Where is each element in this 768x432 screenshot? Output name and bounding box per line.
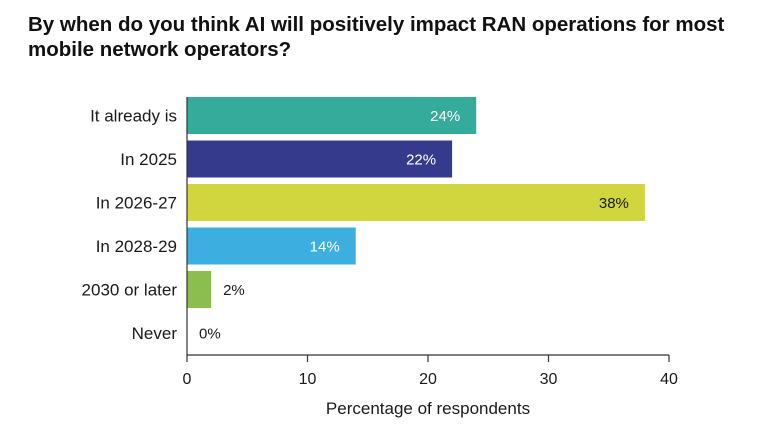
x-tick-label: 30: [540, 371, 558, 388]
bar: [187, 184, 645, 221]
data-label: 22%: [406, 152, 436, 169]
category-label: Never: [132, 324, 178, 343]
data-label: 2%: [223, 282, 245, 299]
data-label: 38%: [599, 195, 629, 212]
chart-title: By when do you think AI will positively …: [28, 13, 725, 61]
category-label: In 2025: [120, 150, 177, 169]
x-axis-title: Percentage of respondents: [326, 399, 530, 418]
x-tick-label: 40: [660, 371, 678, 388]
bar: [187, 271, 212, 308]
x-tick-label: 10: [299, 371, 317, 388]
bar: [187, 227, 356, 265]
data-label: 14%: [310, 239, 340, 256]
x-tick-label: 20: [419, 371, 437, 388]
category-label: 2030 or later: [82, 281, 178, 300]
category-label: It already is: [90, 107, 177, 126]
x-tick-label: 0: [183, 371, 192, 388]
data-label: 24%: [430, 108, 460, 125]
bar: [187, 140, 453, 178]
data-label: 0%: [199, 326, 221, 343]
category-label: In 2026-27: [96, 194, 177, 213]
category-label: In 2028-29: [96, 237, 177, 256]
bar: [187, 97, 477, 134]
bars-group: 24% 22% 38% 14% 2% 0%: [187, 97, 645, 343]
axes-group: It already is In 2025 In 2026-27 In 2028-29…: [82, 97, 678, 388]
